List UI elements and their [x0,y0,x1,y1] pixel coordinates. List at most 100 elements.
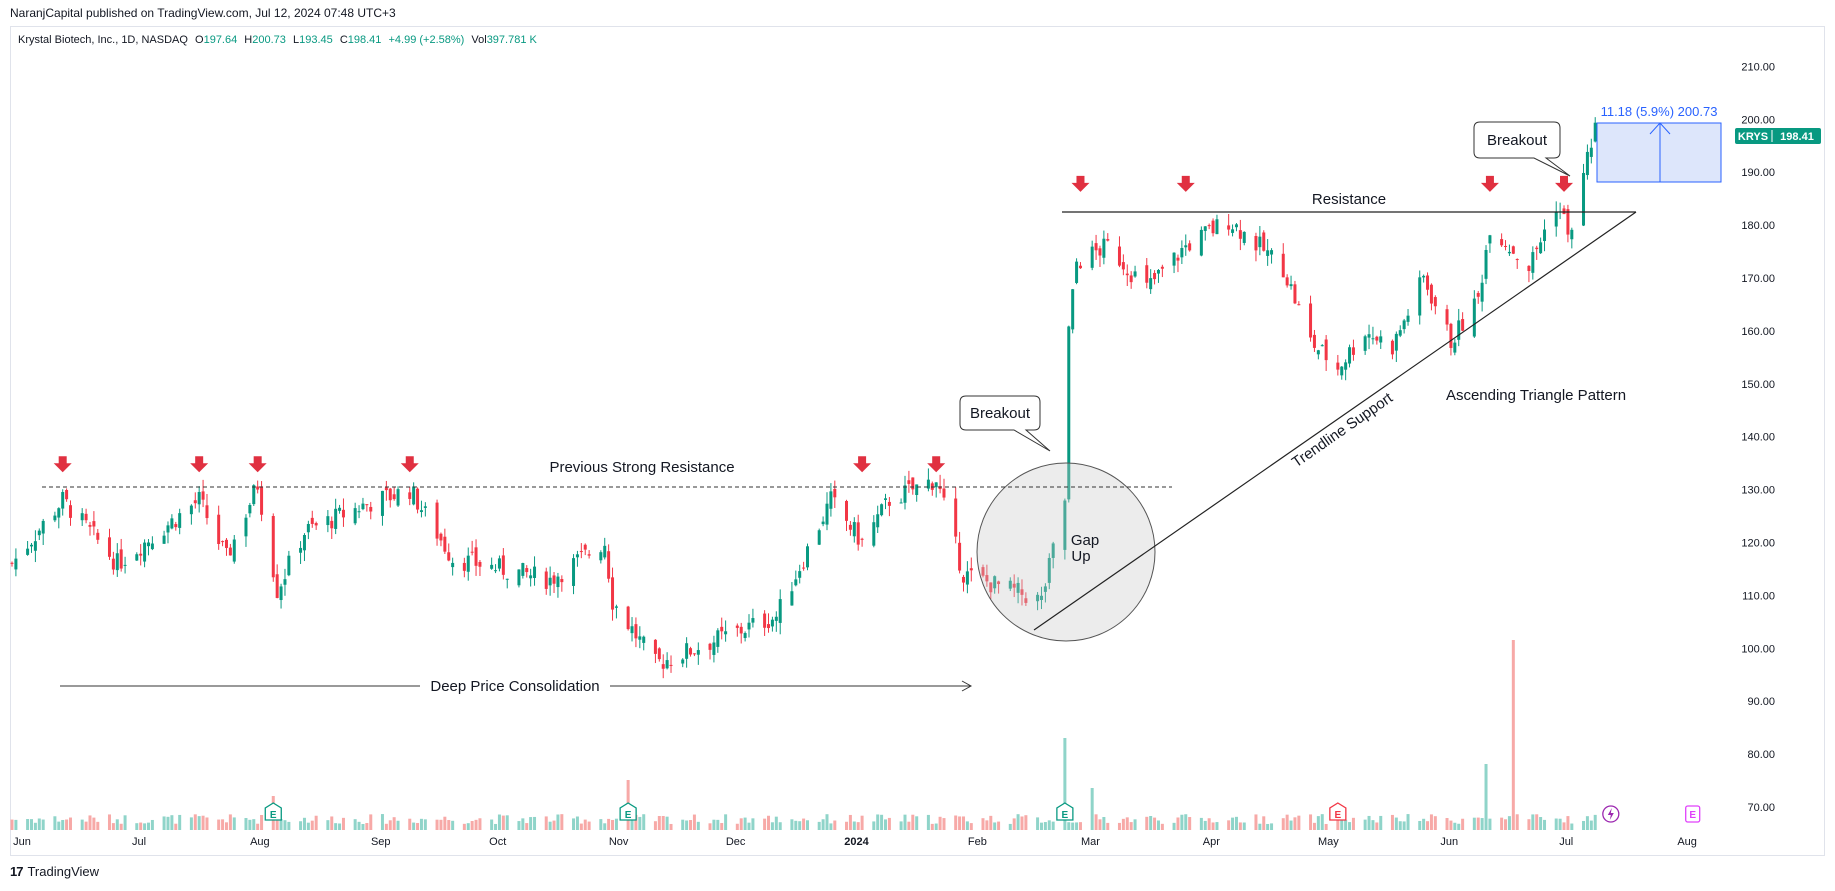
candle-body [1309,303,1313,338]
trendline-support[interactable] [1033,211,1637,631]
earnings-marker[interactable]: E [1685,805,1701,823]
candle-body [1340,366,1344,376]
volume-bar [634,814,638,830]
volume-bar [883,819,887,830]
candle-body [10,562,14,564]
volume-bar [205,817,209,830]
earnings-marker[interactable]: E [264,802,282,821]
candle-body [178,513,182,528]
volume-bar [338,823,342,830]
candle-body [1172,252,1176,266]
volume-bar [1531,814,1535,830]
y-tick-label: 160.00 [1741,326,1775,338]
candles [10,117,1597,679]
volume-bar [1231,817,1235,830]
candle-body [1242,231,1246,243]
volume-bar [880,814,884,830]
volume-bar [466,823,470,830]
volume-bar [544,816,548,830]
symbol-name[interactable]: Krystal Biotech, Inc., 1D, NASDAQ [18,34,188,46]
earnings-marker[interactable]: E [1056,802,1074,821]
lightning-icon[interactable] [1602,805,1620,823]
candle-body [96,532,100,540]
svg-text:E: E [1062,810,1069,821]
candle-body [252,485,256,505]
candle-body [84,513,88,521]
candle-body [1231,229,1235,233]
candle-body [903,485,907,503]
x-tick-label: Dec [726,836,746,848]
candle-body [107,537,111,557]
volume-bar [954,815,958,830]
candle-body [689,648,693,655]
x-tick-label: Jul [1559,836,1573,848]
volume-bar [603,823,607,830]
volume-bar [244,818,248,830]
price-tag-value: 198.41 [1780,131,1814,143]
resistance-touch-arrow [1071,175,1090,192]
candle-body [388,488,392,501]
symbol-legend[interactable]: Krystal Biotech, Inc., 1D, NASDAQ O197.6… [18,34,537,46]
candle-body [1511,246,1515,254]
volume-bar [443,816,447,830]
earnings-marker[interactable]: E [619,802,637,821]
candle-body [361,503,365,510]
resistance-touch-arrow [927,456,946,473]
candle-body [57,508,61,518]
candle-body [1472,298,1476,337]
price-range-measure[interactable]: 11.18 (5.9%) 200.73 [1596,104,1722,183]
candle-body [1351,347,1355,355]
candle-body [556,576,560,588]
x-tick-label: Apr [1203,836,1220,848]
volume-bar [283,820,287,830]
candle-body [833,488,837,498]
candle-body [825,503,829,525]
candle-body [1203,226,1207,231]
volume-bar [53,816,57,830]
candle-body [1227,225,1231,230]
y-tick-label: 210.00 [1741,61,1775,73]
volume-bar [1480,818,1484,830]
x-tick-label: Aug [1677,836,1697,848]
svg-text:E: E [625,810,632,821]
candle-body [41,520,45,534]
candle-body [396,489,400,506]
tradingview-brand[interactable]: 17 TradingView [10,864,99,879]
low-label: L [292,34,300,46]
candle-body [1398,330,1402,336]
candle-body [365,504,369,506]
candle-body [1176,257,1180,261]
price-axis[interactable]: 210.00 200.00 190.00 180.00 170.00 160.00 150.… [1741,61,1775,814]
candle-body [599,552,603,561]
volume-bar [1316,816,1320,830]
candle-body [993,576,997,589]
candle-body [1422,275,1426,278]
volume-bar [1340,818,1344,830]
candle-body [279,586,283,601]
candle-body [587,554,591,556]
earnings-marker[interactable]: E [1329,802,1347,821]
volume-bar [1585,816,1589,830]
volume-bar [1472,817,1476,830]
volume-bar [314,815,318,830]
candle-body [1504,245,1508,247]
candle-body [1480,282,1484,302]
candle-body [470,551,474,553]
volume-bar [802,818,806,830]
breakout-callout-1[interactable]: Breakout [959,395,1051,452]
volume-bar [470,820,474,830]
volume-bar [1402,821,1406,830]
time-axis[interactable]: Jun Jul Aug Sep Oct Nov Dec 2024 Feb Mar Apr May Jun… [13,836,1697,848]
resistance-arrows [53,175,1574,473]
x-tick-label: Jun [1440,836,1458,848]
candle-body [439,533,443,541]
candle-body [626,606,630,630]
candle-body [1016,582,1020,593]
volume-bar [497,814,501,830]
candle-body [1379,336,1383,343]
volume-bar [217,819,221,830]
volume-bar [1449,820,1453,830]
y-tick-label: 190.00 [1741,167,1775,179]
breakout-callout-2[interactable]: Breakout [1473,121,1571,177]
